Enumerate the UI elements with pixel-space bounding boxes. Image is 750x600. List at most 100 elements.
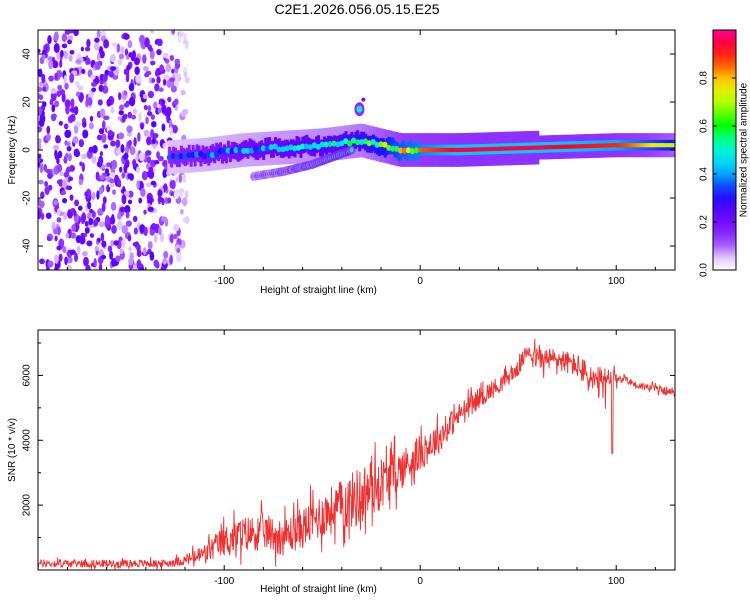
- noise-speckle: [125, 220, 132, 227]
- noise-speckle: [38, 48, 41, 54]
- noise-speckle: [74, 252, 78, 263]
- band-layer: [193, 149, 197, 167]
- band-core: [194, 151, 200, 158]
- noise-speckle: [112, 189, 116, 195]
- noise-speckle: [78, 179, 83, 186]
- noise-speckle: [119, 248, 124, 255]
- noise-speckle: [38, 106, 43, 116]
- noise-speckle: [115, 139, 121, 148]
- noise-speckle: [184, 77, 190, 84]
- noise-speckle: [147, 105, 152, 112]
- noise-speckle: [61, 43, 68, 49]
- noise-speckle: [86, 38, 91, 48]
- noise-speckle: [161, 216, 168, 222]
- band-layer: [383, 140, 387, 158]
- noise-speckle: [154, 69, 159, 77]
- noise-speckle: [62, 197, 68, 204]
- noise-speckle: [38, 126, 43, 133]
- band-layer: [224, 146, 228, 164]
- noise-speckle: [160, 265, 166, 270]
- noise-speckle: [142, 93, 148, 100]
- band-layer: [299, 141, 303, 158]
- band-core: [354, 139, 361, 146]
- heatmap-cells: [38, 30, 675, 270]
- noise-speckle: [64, 30, 71, 35]
- noise-speckle: [80, 232, 85, 239]
- band-layer: [377, 139, 381, 157]
- noise-speckle: [63, 171, 70, 178]
- noise-speckle: [163, 250, 169, 259]
- noise-speckle: [135, 153, 139, 162]
- noise-speckle: [45, 133, 51, 141]
- noise-speckle: [125, 211, 130, 219]
- noise-speckle: [110, 201, 117, 211]
- noise-speckle: [57, 84, 63, 91]
- noise-speckle: [48, 75, 55, 82]
- noise-speckle: [110, 240, 114, 247]
- noise-speckle: [91, 155, 97, 164]
- band-core: [409, 148, 415, 155]
- noise-speckle: [118, 132, 125, 140]
- noise-speckle: [133, 227, 139, 235]
- noise-speckle: [63, 123, 69, 130]
- noise-speckle: [56, 163, 63, 173]
- noise-speckle: [56, 245, 62, 251]
- noise-speckle: [71, 224, 77, 232]
- noise-speckle: [106, 98, 112, 107]
- noise-speckle: [42, 101, 47, 108]
- band-layer: [177, 150, 181, 168]
- noise-speckle: [89, 115, 94, 122]
- noise-speckle: [83, 256, 89, 267]
- noise-speckle: [182, 39, 189, 45]
- band-core: [233, 147, 239, 154]
- noise-speckle: [163, 183, 168, 191]
- noise-speckle: [176, 238, 182, 244]
- noise-speckle: [81, 212, 87, 223]
- noise-speckle: [173, 224, 180, 232]
- bottom-plot-frame: [37, 329, 676, 571]
- noise-speckle: [150, 114, 156, 120]
- noise-speckle: [109, 178, 115, 184]
- noise-speckle: [81, 250, 88, 257]
- noise-speckle: [120, 46, 125, 54]
- noise-speckle: [90, 74, 96, 80]
- noise-speckle: [173, 233, 178, 240]
- noise-speckle: [58, 253, 63, 262]
- noise-speckle: [129, 146, 136, 156]
- noise-speckle: [77, 85, 84, 91]
- noise-speckle: [117, 58, 123, 66]
- noise-speckle: [136, 249, 142, 258]
- noise-speckle: [72, 136, 79, 144]
- noise-speckle: [108, 183, 115, 188]
- noise-speckle: [119, 104, 124, 112]
- band-core: [296, 144, 302, 151]
- noise-speckle: [54, 254, 59, 264]
- noise-speckle: [87, 201, 92, 210]
- noise-speckle: [82, 122, 87, 128]
- noise-speckle: [150, 30, 155, 34]
- noise-speckle: [145, 150, 152, 156]
- noise-speckle: [104, 215, 110, 225]
- noise-speckle: [172, 125, 178, 134]
- band-layer: [389, 137, 393, 155]
- noise-speckle: [158, 87, 164, 93]
- noise-speckle: [123, 113, 128, 120]
- noise-speckle: [140, 267, 145, 270]
- band-core: [339, 140, 345, 147]
- noise-speckle: [103, 115, 110, 121]
- colorbar-frame: [712, 29, 737, 271]
- noise-speckle: [38, 179, 44, 185]
- noise-speckle: [146, 156, 152, 164]
- band-layer: [356, 130, 360, 148]
- band-core: [229, 148, 235, 155]
- noise-speckle: [175, 177, 179, 183]
- noise-speckle: [182, 109, 189, 115]
- noise-speckle: [53, 31, 59, 42]
- top-x-axis-label: Height of straight line (km): [260, 285, 377, 296]
- noise-speckle: [84, 227, 90, 234]
- band-layer: [221, 146, 225, 164]
- noise-speckle: [38, 68, 43, 78]
- noise-speckle: [84, 46, 91, 52]
- noise-speckle: [53, 199, 58, 206]
- band-layer: [244, 140, 248, 157]
